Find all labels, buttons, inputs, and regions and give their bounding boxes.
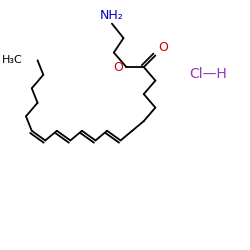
Text: Cl—H: Cl—H xyxy=(190,67,227,81)
Text: O: O xyxy=(114,60,124,74)
Text: O: O xyxy=(158,40,168,54)
Text: NH₂: NH₂ xyxy=(100,9,124,22)
Text: H₃C: H₃C xyxy=(2,55,23,65)
